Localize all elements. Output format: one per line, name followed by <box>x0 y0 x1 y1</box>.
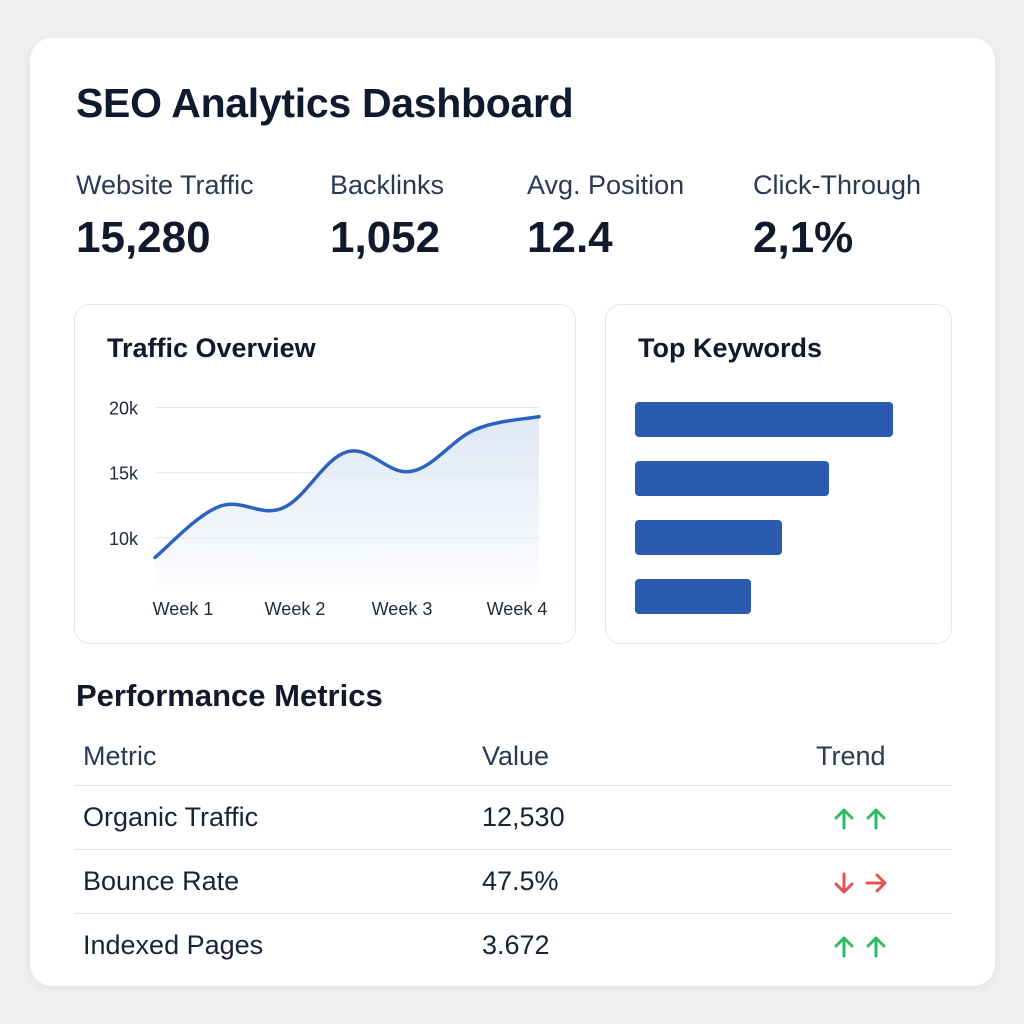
stat-click-through: Click-Through 2,1% <box>753 170 921 263</box>
up-arrow-icon <box>866 936 886 958</box>
traffic-overview-title: Traffic Overview <box>107 333 316 363</box>
stat-avg-position: Avg. Position 12.4 <box>527 170 684 263</box>
top-keywords-title: Top Keywords <box>638 333 823 363</box>
up-arrow-icon <box>834 808 854 830</box>
stat-website-traffic: Website Traffic 15,280 <box>76 170 254 263</box>
header-trend: Trend <box>816 741 886 771</box>
keyword-bar <box>635 579 751 614</box>
trend-cell <box>831 870 889 896</box>
x-tick-label: Week 4 <box>487 599 548 619</box>
y-tick-label: 20k <box>109 399 139 419</box>
header-value: Value <box>482 741 550 771</box>
metric-cell: Bounce Rate <box>83 866 240 896</box>
keyword-bar <box>635 520 782 555</box>
stat-backlinks: Backlinks 1,052 <box>330 170 444 263</box>
stat-value: 15,280 <box>76 213 211 262</box>
keyword-bar <box>635 461 829 496</box>
x-tick-label: Week 3 <box>372 599 433 619</box>
trend-cell <box>831 806 889 832</box>
stat-value: 12.4 <box>527 213 613 262</box>
x-tick-label: Week 1 <box>153 599 214 619</box>
top-keywords-panel: Top Keywords <box>605 304 952 644</box>
stat-label: Click-Through <box>753 170 922 200</box>
page-title: SEO Analytics Dashboard <box>76 80 574 126</box>
metric-cell: Indexed Pages <box>83 930 264 960</box>
traffic-overview-panel: Traffic Overview 20k 15k 10k Week 1 Week 2 We… <box>74 304 576 644</box>
y-tick-label: 10k <box>109 529 139 549</box>
up-arrow-icon <box>834 936 854 958</box>
keyword-bar <box>635 402 893 437</box>
value-cell: 47.5% <box>482 866 559 896</box>
down-arrow-icon <box>834 872 854 894</box>
value-cell: 3.672 <box>482 930 550 960</box>
y-tick-label: 15k <box>109 464 139 484</box>
right-arrow-icon <box>865 873 887 893</box>
header-metric: Metric <box>83 741 157 771</box>
stat-value: 2,1% <box>753 213 854 262</box>
traffic-area <box>155 416 539 585</box>
performance-table: Metric Value Trend Organic Traffic 12,53… <box>74 728 952 977</box>
metric-cell: Organic Traffic <box>83 802 259 832</box>
x-tick-label: Week 2 <box>265 599 326 619</box>
stat-label: Avg. Position <box>527 170 685 200</box>
stat-label: Backlinks <box>330 170 445 200</box>
table-header-row: Metric Value Trend <box>74 728 952 786</box>
traffic-line <box>153 414 541 560</box>
stat-value: 1,052 <box>330 213 441 262</box>
table-row: Indexed Pages 3.672 <box>74 914 952 977</box>
stat-label: Website Traffic <box>76 170 254 200</box>
traffic-chart: 20k 15k 10k Week 1 Week 2 Week 3 Week 4 <box>109 399 548 619</box>
performance-metrics-title: Performance Metrics <box>76 678 383 713</box>
trend-cell <box>831 934 889 960</box>
value-cell: 12,530 <box>482 802 565 832</box>
table-row: Bounce Rate 47.5% <box>74 850 952 914</box>
table-row: Organic Traffic 12,530 <box>74 786 952 850</box>
dashboard-card: SEO Analytics Dashboard Website Traffic … <box>30 38 995 986</box>
up-arrow-icon <box>866 808 886 830</box>
